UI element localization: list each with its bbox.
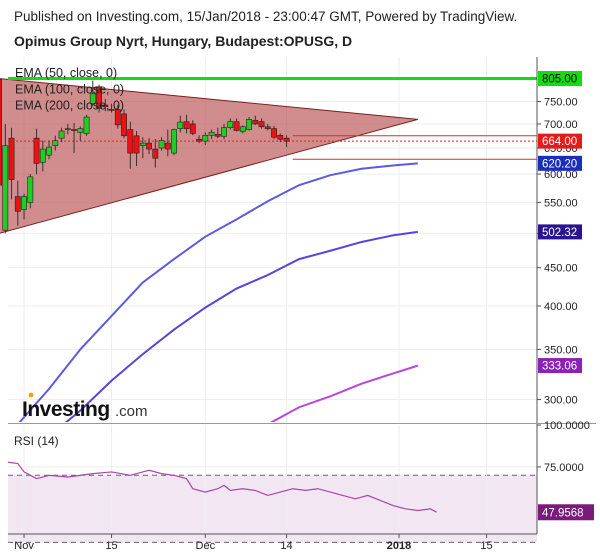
rsi-value-label: 47.9568 — [542, 507, 584, 519]
candle — [277, 135, 284, 140]
ema50-line — [18, 162, 418, 422]
candle — [208, 132, 215, 136]
rsi-tick-label: 100.0000 — [544, 420, 590, 432]
ema100-price-badge — [538, 224, 582, 240]
time-tick-label: Nov — [14, 540, 34, 552]
time-tick-label: 14 — [280, 540, 292, 552]
candle — [177, 121, 184, 129]
resistance-price-label: 805.00 — [542, 73, 577, 85]
candle — [264, 126, 271, 129]
price-axis-labels: 805.00 664.00 620.20 502.32 333.06 47.9568 — [538, 70, 594, 521]
candle — [133, 135, 140, 154]
ema200-line — [269, 364, 419, 422]
rsi-value-badge — [538, 504, 594, 521]
ema50-price-label: 620.20 — [542, 158, 577, 170]
candle — [108, 109, 115, 111]
candle — [33, 137, 40, 164]
time-tick-label: 15 — [105, 540, 117, 552]
last-price-label: 664.00 — [542, 136, 577, 148]
price-tick-label: 450.00 — [544, 263, 578, 275]
candle — [152, 148, 159, 159]
ema100-line — [64, 230, 418, 422]
price-tick-label: 350.00 — [544, 344, 578, 356]
last-price-badge — [538, 133, 582, 149]
candle — [27, 176, 34, 203]
candle — [283, 137, 290, 142]
candle — [71, 129, 77, 131]
rsi-tick-label: 75.0000 — [544, 462, 584, 474]
ema50-price-badge — [538, 155, 582, 171]
ema200-price-badge — [538, 358, 582, 374]
candle — [233, 121, 240, 131]
candle — [271, 128, 277, 138]
time-tick-label: 15 — [480, 540, 492, 552]
candle — [189, 123, 196, 134]
rsi-band — [8, 475, 537, 543]
candle — [89, 93, 96, 104]
candle — [196, 138, 202, 142]
candle — [52, 140, 59, 146]
candle — [171, 129, 177, 154]
rsi-line — [8, 461, 437, 513]
price-panel — [0, 57, 537, 422]
candle — [158, 140, 165, 149]
candle — [83, 116, 90, 134]
watermark-brand: Investing — [22, 398, 110, 421]
candle — [96, 86, 102, 109]
candle — [214, 134, 221, 137]
legend-entry: EMA (100, close, 0) — [15, 82, 124, 96]
price-tick-label: 600.00 — [544, 169, 578, 181]
candle — [2, 145, 9, 231]
candle — [64, 128, 71, 130]
watermark-dot-icon — [28, 392, 34, 398]
candle — [21, 196, 27, 210]
candle — [139, 142, 146, 146]
price-tick-label: 700.00 — [544, 119, 578, 131]
published-caption: Published on Investing.com, 15/Jan/2018 … — [14, 9, 518, 24]
candle — [127, 129, 134, 154]
axes: 300.00350.00400.00450.00500.00550.00600.… — [8, 57, 596, 552]
candle — [58, 130, 65, 139]
triangle-pattern — [0, 78, 418, 234]
price-tick-label: 300.00 — [544, 395, 578, 407]
candle — [114, 109, 121, 126]
time-tick-label: Dec — [196, 540, 216, 552]
price-tick-label: 400.00 — [544, 301, 578, 313]
candle — [164, 142, 171, 150]
resistance-price-badge — [538, 70, 582, 86]
legend: EMA (50, close, 0) EMA (100, close, 0) EMA… — [15, 66, 124, 113]
legend-entry: EMA (200, close, 0) — [15, 99, 124, 113]
candle — [239, 126, 246, 132]
candle — [252, 119, 259, 125]
candle — [258, 121, 265, 128]
ema100-price-label: 502.32 — [542, 227, 577, 239]
candle — [146, 142, 152, 150]
candle — [202, 135, 209, 142]
candle — [77, 128, 84, 133]
candle — [8, 137, 15, 180]
candle — [121, 113, 127, 137]
candle — [246, 119, 252, 130]
rsi-title: RSI (14) — [14, 434, 59, 448]
price-tick-label: 750.00 — [544, 97, 578, 109]
candle — [0, 79, 2, 186]
time-tick-label: 2018 — [387, 540, 411, 552]
ema200-price-label: 333.06 — [542, 361, 577, 373]
candle — [39, 148, 46, 163]
candle — [221, 127, 227, 137]
price-tick-label: 550.00 — [544, 197, 578, 209]
candle — [46, 146, 52, 156]
candle — [227, 121, 234, 128]
candle — [102, 104, 109, 108]
watermark-suffix: .com — [115, 403, 148, 420]
chart-title: Opimus Group Nyrt, Hungary, Budapest:OPU… — [14, 33, 353, 49]
rsi-panel: RSI (14) — [8, 425, 537, 543]
candle — [14, 196, 21, 212]
legend-entry: EMA (50, close, 0) — [15, 66, 117, 80]
investing-logo: Investing .com — [22, 392, 148, 421]
candle — [183, 121, 190, 129]
